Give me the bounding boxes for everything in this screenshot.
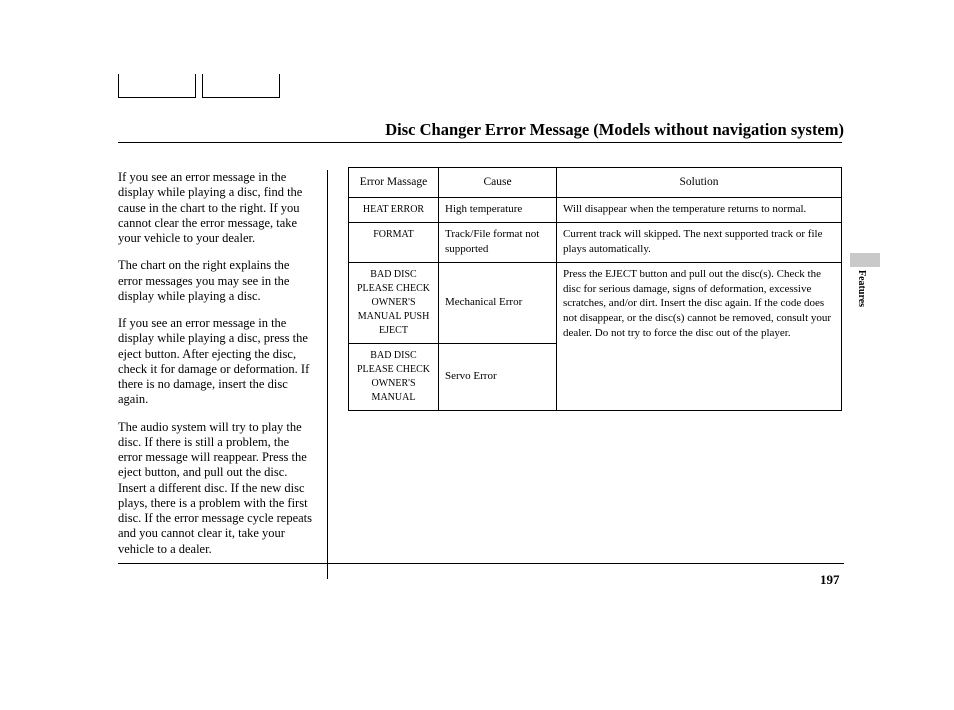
cell-cause-4: Servo Error	[439, 343, 557, 410]
cell-solution-merged: Press the EJECT button and pull out the …	[557, 262, 842, 410]
paragraph-4: The audio system will try to play the di…	[118, 420, 313, 557]
ref-box-1	[118, 74, 196, 98]
table-row: HEAT ERROR High temperature Will disappe…	[349, 198, 842, 223]
table-row: BAD DISCPLEASE CHECKOWNER'SMANUAL PUSHEJ…	[349, 262, 842, 343]
cell-cause-1: High temperature	[439, 198, 557, 223]
paragraph-2: The chart on the right explains the erro…	[118, 258, 313, 304]
body-text-column: If you see an error message in the displ…	[118, 170, 328, 579]
section-tab-bg	[850, 253, 880, 267]
page-title: Disc Changer Error Message (Models witho…	[280, 120, 844, 144]
cell-error-1: HEAT ERROR	[349, 198, 439, 223]
cell-error-2: FORMAT	[349, 223, 439, 263]
cell-cause-3: Mechanical Error	[439, 262, 557, 343]
paragraph-3: If you see an error message in the displ…	[118, 316, 313, 408]
cell-cause-2: Track/File format not supported	[439, 223, 557, 263]
cell-solution-2: Current track will skipped. The next sup…	[557, 223, 842, 263]
section-tab-label: Features	[856, 270, 867, 307]
footer-rule	[118, 563, 844, 564]
table-header-row: Error Massage Cause Solution	[349, 168, 842, 198]
cell-solution-1: Will disappear when the temperature retu…	[557, 198, 842, 223]
ref-box-2	[202, 74, 280, 98]
table-row: FORMAT Track/File format not supported C…	[349, 223, 842, 263]
header-cause: Cause	[439, 168, 557, 198]
manual-page: Disc Changer Error Message (Models witho…	[0, 0, 954, 710]
cell-error-4: BAD DISCPLEASE CHECKOWNER'SMANUAL	[349, 343, 439, 410]
header-solution: Solution	[557, 168, 842, 198]
error-message-table: Error Massage Cause Solution HEAT ERROR …	[348, 167, 842, 411]
paragraph-1: If you see an error message in the displ…	[118, 170, 313, 246]
header-error: Error Massage	[349, 168, 439, 198]
page-number: 197	[820, 572, 840, 588]
title-rule	[118, 142, 842, 143]
cell-error-3: BAD DISCPLEASE CHECKOWNER'SMANUAL PUSHEJ…	[349, 262, 439, 343]
top-reference-boxes	[118, 74, 280, 98]
